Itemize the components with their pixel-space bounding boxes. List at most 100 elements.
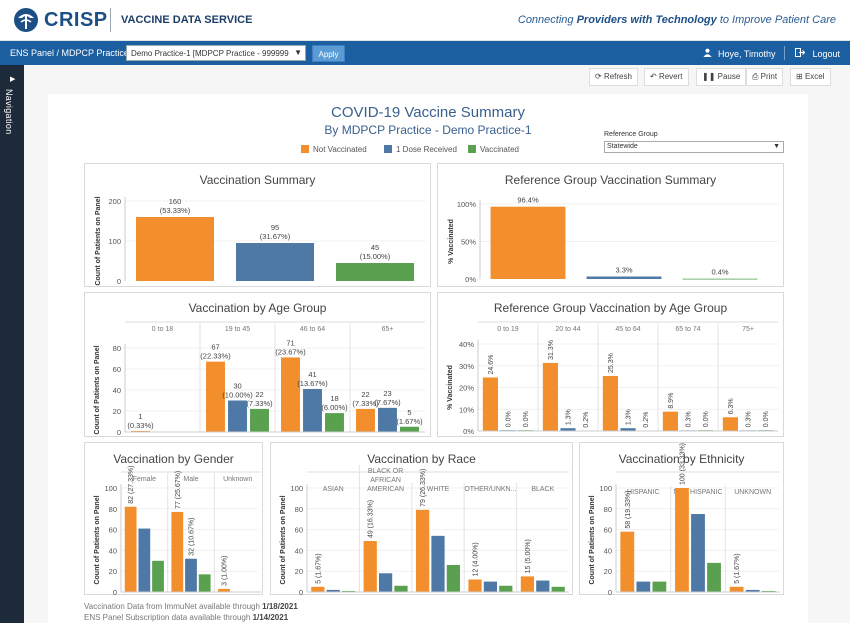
y-tick-label: 80 [113, 344, 121, 353]
y-axis-title: Count of Patients on Panel [280, 495, 287, 584]
revert-button[interactable]: ↶ Revert [644, 68, 689, 86]
navigation-rail[interactable]: ▶ Navigation [0, 65, 24, 623]
bar [662, 411, 678, 431]
data-label: 100 (33.33%) [679, 443, 686, 485]
bar [303, 388, 322, 432]
panel-gender: Vaccination by Gender 0 20 40 60 80 100 Count … [84, 442, 263, 596]
panel-bar: ENS Panel / MDPCP Practice: Demo Practic… [0, 41, 850, 65]
header-divider [110, 8, 111, 32]
footer-ens-note: ENS Panel Subscription data available th… [84, 613, 289, 622]
bar [551, 586, 565, 592]
bar [218, 588, 230, 592]
panel-label: ENS Panel / MDPCP Practice: [10, 48, 132, 58]
bar [707, 562, 721, 592]
bar [446, 564, 460, 592]
group-header: BLACK [531, 486, 554, 493]
refresh-icon: ⟳ [595, 72, 602, 81]
bar [482, 377, 498, 431]
y-axis-title: % Vaccinated [448, 219, 455, 264]
bar [761, 590, 776, 592]
data-label: 22 [255, 390, 263, 399]
revert-icon: ↶ [650, 72, 657, 81]
data-label: 95 [271, 223, 279, 232]
bar [326, 589, 340, 592]
data-label: 15 (5.00%) [525, 539, 532, 573]
app-logo[interactable]: CRISP [44, 9, 108, 31]
data-label: (23.67%) [275, 347, 306, 356]
bar [378, 573, 393, 592]
panel-reference-summary: Reference Group Vaccination Summary 0% 50… [437, 163, 784, 287]
bar [675, 488, 689, 592]
data-label: 1.3% [626, 409, 633, 425]
group-header: 45 to 64 [615, 326, 640, 333]
bar [363, 541, 377, 592]
group-header: UNKNOWN [734, 489, 771, 496]
data-label: 79 (26.33%) [420, 469, 427, 507]
excel-label: Excel [804, 72, 825, 81]
data-label: 6.3% [728, 398, 735, 414]
bar [586, 276, 662, 279]
bar [682, 278, 758, 280]
legend-item-one-dose[interactable]: 1 Dose Received [384, 145, 457, 154]
data-label: 25.3% [608, 353, 615, 373]
chevron-down-icon: ▼ [294, 48, 302, 57]
group-header: AMERICAN [367, 486, 404, 493]
y-tick-label: 100 [104, 484, 117, 493]
y-tick-label: 200 [108, 197, 121, 206]
print-icon: ⎙ [752, 72, 759, 81]
y-tick-label: 10% [459, 405, 474, 414]
legend-item-not-vaccinated[interactable]: Not Vaccinated [301, 145, 367, 154]
bar [416, 509, 430, 592]
revert-label: Revert [658, 72, 683, 81]
data-label: 0.0% [506, 411, 513, 427]
bar [620, 428, 636, 431]
legend-swatch [301, 145, 309, 153]
data-label: (0.33%) [127, 421, 154, 430]
bar [499, 585, 513, 592]
bar [198, 574, 211, 592]
data-label: 45 [371, 243, 379, 252]
pause-button[interactable]: ❚❚ Pause [696, 68, 747, 86]
data-label: (53.33%) [160, 206, 191, 215]
data-label: 0.3% [746, 411, 753, 427]
data-label: 3 (1.00%) [221, 556, 228, 586]
bar [483, 581, 498, 592]
excel-button[interactable]: ⊞ Excel [790, 68, 831, 86]
y-tick-label: 20% [459, 384, 474, 393]
apply-button[interactable]: Apply [312, 45, 345, 62]
excel-icon: ⊞ [796, 72, 803, 81]
practice-select[interactable]: Demo Practice-1 [MDPCP Practice - 999999… [126, 45, 306, 61]
bar [620, 531, 635, 592]
bar [536, 580, 550, 592]
data-label: 41 [308, 370, 316, 379]
bar [131, 430, 150, 432]
data-label: 0.0% [523, 411, 530, 427]
bar [691, 514, 705, 592]
y-tick-label: 60 [604, 526, 612, 535]
reference-group-select[interactable]: Statewide ▼ [604, 141, 784, 153]
bar [490, 206, 566, 279]
y-tick-label: 50% [461, 238, 476, 247]
user-menu[interactable]: Hoye, Timothy [703, 48, 776, 59]
data-label: 24.6% [488, 355, 495, 375]
y-tick-label: 20 [113, 407, 121, 416]
data-label: (31.67%) [260, 232, 291, 241]
legend-label: Not Vaccinated [313, 145, 367, 154]
reference-group-label: Reference Group [604, 131, 658, 138]
age-group-chart: 0 20 40 60 80 Count of Patients on Panel 0 to … [94, 321, 426, 437]
bar [136, 217, 214, 281]
data-label: 8.9% [668, 393, 675, 409]
data-label: 71 [286, 338, 294, 347]
y-tick-label: 40 [295, 546, 303, 555]
y-axis-title: Count of Patients on Panel [95, 196, 102, 285]
legend-label: 1 Dose Received [396, 145, 457, 154]
print-button[interactable]: ⎙ Print [746, 68, 784, 86]
panel-vaccination-summary: Vaccination Summary 0 100 200 Count of Pati… [84, 163, 431, 287]
y-tick-label: 0% [465, 275, 476, 284]
bar [228, 400, 247, 432]
panel-title: Vaccination by Age Group [188, 301, 327, 315]
refresh-button[interactable]: ⟳ Refresh [589, 68, 638, 86]
logout-button[interactable]: Logout [795, 48, 840, 59]
legend-item-vaccinated[interactable]: Vaccinated [468, 145, 519, 154]
